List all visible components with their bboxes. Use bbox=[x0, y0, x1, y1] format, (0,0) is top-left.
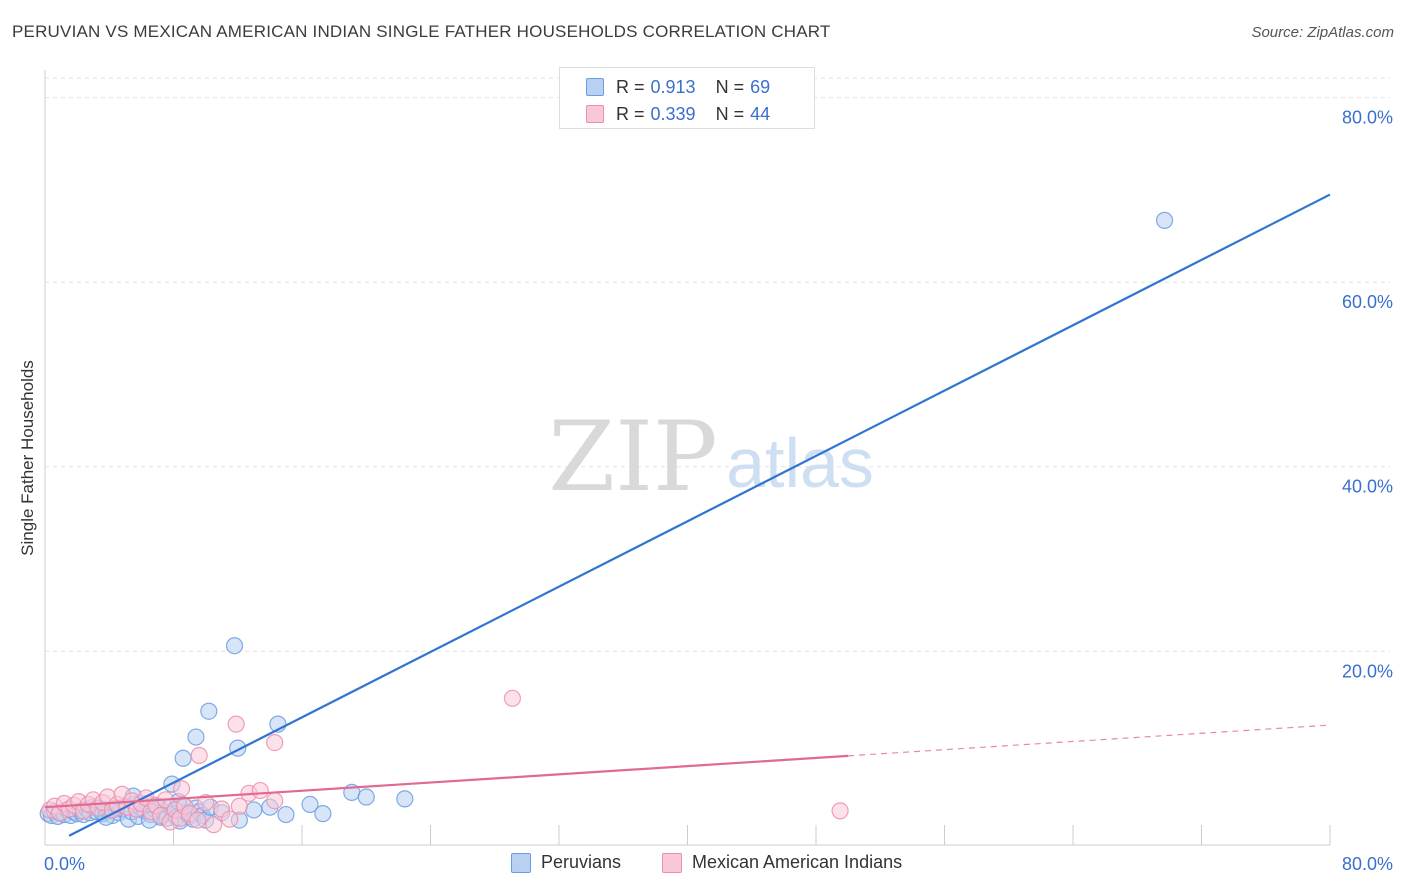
y-tick-label: 40.0% bbox=[1342, 477, 1393, 497]
data-point bbox=[205, 816, 223, 834]
legend-n-label: N = bbox=[715, 103, 745, 124]
series-legend-peruvians[interactable]: Peruvians bbox=[511, 852, 621, 873]
legend-swatch-peruvians bbox=[586, 78, 604, 96]
data-point bbox=[227, 715, 245, 733]
data-point bbox=[396, 790, 414, 808]
data-point bbox=[301, 795, 319, 814]
watermark-zip: ZIP bbox=[548, 401, 717, 513]
data-point bbox=[225, 637, 244, 655]
data-point bbox=[174, 749, 192, 767]
data-point bbox=[197, 793, 215, 812]
legend-n-label: N = bbox=[715, 76, 745, 97]
y-tick-label: 60.0% bbox=[1342, 292, 1393, 312]
legend-swatch-mexican-american-indians bbox=[586, 105, 604, 123]
legend-row-peruvians: R = 0.913 N = 69 bbox=[560, 74, 770, 100]
data-point bbox=[266, 792, 284, 810]
tick-layer: 20.0% 40.0% 60.0% 80.0% 0.0% 80.0% bbox=[44, 108, 1393, 874]
data-point bbox=[230, 797, 248, 815]
series-peruvians-points bbox=[39, 211, 1174, 830]
data-point bbox=[221, 810, 239, 828]
data-point bbox=[314, 805, 332, 823]
data-point bbox=[172, 780, 191, 798]
data-point bbox=[200, 702, 218, 720]
chart-title: PERUVIAN VS MEXICAN AMERICAN INDIAN SING… bbox=[12, 22, 831, 41]
trend-line-mexican-american-indians bbox=[44, 754, 849, 809]
series-legend-swatch-mexican-american-indians bbox=[662, 852, 682, 873]
trend-line-extension-mexican-american-indians bbox=[848, 724, 1331, 757]
series-legend-label-mexican-american-indians: Mexican American Indians bbox=[692, 852, 903, 872]
series-legend: Peruvians Mexican American Indians bbox=[0, 852, 1406, 878]
series-mexican-american-indians-points bbox=[41, 689, 849, 834]
data-point bbox=[357, 788, 375, 806]
series-legend-mexican-american-indians[interactable]: Mexican American Indians bbox=[662, 852, 902, 873]
legend-r-value: 0.913 bbox=[650, 76, 696, 97]
data-point bbox=[277, 805, 295, 824]
points-layer bbox=[39, 211, 1174, 834]
series-legend-label-peruvians: Peruvians bbox=[541, 852, 622, 872]
data-point bbox=[831, 802, 849, 820]
legend-n-value: 44 bbox=[750, 103, 771, 124]
data-point bbox=[503, 689, 522, 707]
trend-layer bbox=[44, 193, 1331, 837]
data-point bbox=[1155, 211, 1174, 229]
watermark: ZIP atlas bbox=[548, 401, 874, 513]
y-tick-label: 20.0% bbox=[1342, 661, 1393, 681]
data-point bbox=[187, 728, 205, 746]
data-point bbox=[251, 781, 269, 800]
data-point bbox=[245, 801, 263, 819]
legend-r-value: 0.339 bbox=[650, 103, 696, 124]
series-legend-swatch-peruvians bbox=[511, 852, 531, 873]
x-tick-label: 80.0% bbox=[1342, 854, 1393, 874]
data-point bbox=[266, 733, 284, 752]
trend-line-peruvians bbox=[68, 193, 1331, 837]
correlation-legend: R = 0.913 N = 69 R = 0.339 N = 44 bbox=[559, 67, 815, 129]
x-tick-label: 0.0% bbox=[44, 854, 85, 874]
data-point bbox=[190, 746, 208, 765]
data-point bbox=[188, 811, 207, 829]
y-tick-label: 80.0% bbox=[1342, 108, 1393, 128]
legend-r-label: R = bbox=[616, 76, 645, 97]
chart-source: Source: ZipAtlas.com bbox=[1251, 24, 1394, 41]
legend-row-mexican-american-indians: R = 0.339 N = 44 bbox=[560, 101, 770, 127]
legend-r-label: R = bbox=[616, 103, 645, 124]
legend-n-value: 69 bbox=[750, 76, 771, 97]
